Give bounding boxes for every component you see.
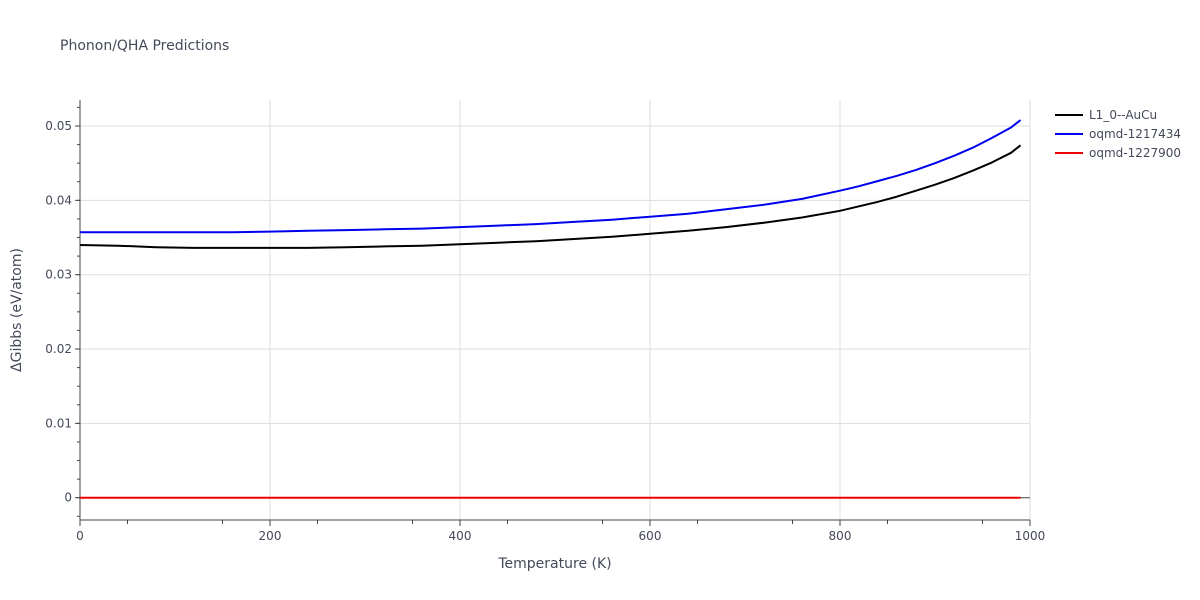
legend: L1_0--AuCu oqmd-1217434 oqmd-1227900 (1055, 108, 1181, 160)
y-tick-label: 0.03 (45, 268, 72, 282)
legend-label-1: oqmd-1217434 (1089, 127, 1181, 141)
legend-label-2: oqmd-1227900 (1089, 146, 1181, 160)
axes (79, 100, 1030, 521)
gridlines (80, 100, 1031, 520)
legend-label-0: L1_0--AuCu (1089, 108, 1157, 122)
x-axis-ticks: 0 200 400 600 800 1000 (76, 520, 1045, 543)
y-tick-label: 0.02 (45, 342, 72, 356)
chart-title: Phonon/QHA Predictions (60, 38, 229, 54)
y-tick-label: 0.01 (45, 416, 72, 430)
y-tick-label: 0.04 (45, 193, 72, 207)
y-tick-label: 0.05 (45, 119, 72, 133)
x-tick-label: 200 (259, 529, 282, 543)
x-axis-title: Temperature (K) (497, 556, 611, 572)
x-tick-label: 0 (76, 529, 84, 543)
x-tick-label: 600 (639, 529, 662, 543)
x-tick-label: 400 (449, 529, 472, 543)
series-line-1 (80, 119, 1022, 234)
series-group (79, 119, 1022, 499)
y-tick-label: 0 (64, 491, 72, 505)
y-axis-title: ΔGibbs (eV/atom) (9, 248, 25, 372)
x-tick-label: 1000 (1015, 529, 1046, 543)
series-line-0 (79, 144, 1022, 249)
y-axis-ticks: 0 0.01 0.02 0.03 0.04 0.05 (45, 106, 80, 517)
x-tick-label: 800 (829, 529, 852, 543)
